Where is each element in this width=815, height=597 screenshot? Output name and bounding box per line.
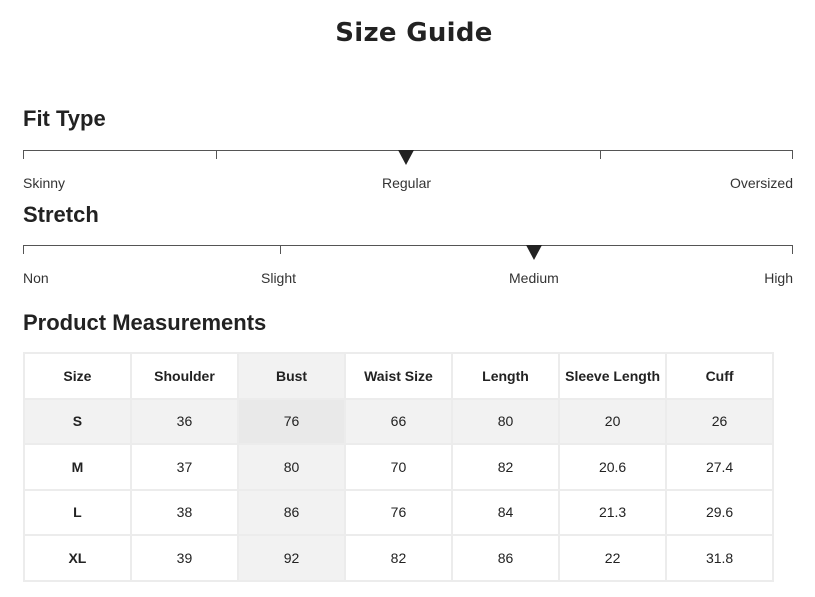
table-row: L 38 86 76 84 21.3 29.6: [23, 488, 774, 536]
table-cell: 20.6: [558, 443, 668, 491]
table-cell: 66: [343, 397, 453, 445]
table-cell: 29.6: [665, 488, 774, 536]
table-header-row: Size Shoulder Bust Waist Size Length Sleeve L…: [23, 352, 774, 400]
scale-tick: [600, 150, 601, 159]
table-cell: 86: [237, 488, 346, 536]
table-cell: 82: [343, 534, 453, 582]
table-row: S 36 76 66 80 20 26: [23, 397, 774, 445]
scale-label: Non: [23, 270, 49, 286]
fit-type-heading: Fit Type: [23, 106, 106, 131]
size-cell: M: [23, 443, 132, 491]
scale-tick: [792, 150, 793, 159]
scale-tick: [216, 150, 217, 159]
table-cell: 84: [450, 488, 561, 536]
stretch-scale: Non Slight Medium High: [23, 245, 793, 286]
column-header: Bust: [237, 352, 346, 400]
table-cell: 27.4: [665, 443, 774, 491]
column-header: Length: [450, 352, 561, 400]
measurements-heading: Product Measurements: [23, 310, 267, 335]
table-cell: 39: [129, 534, 240, 582]
size-cell: S: [23, 397, 132, 445]
scale-tick: [792, 245, 793, 254]
table-cell: 22: [558, 534, 668, 582]
table-cell: 80: [450, 397, 561, 445]
measurements-table: Size Shoulder Bust Waist Size Length Sleeve L…: [23, 352, 774, 582]
table-cell: 20: [558, 397, 668, 445]
scale-label: High: [764, 270, 793, 286]
table-row: XL 39 92 82 86 22 31.8: [23, 534, 774, 582]
table-cell: 21.3: [558, 488, 668, 536]
column-header: Size: [23, 352, 132, 400]
stretch-heading: Stretch: [23, 202, 99, 227]
table-cell: 37: [129, 443, 240, 491]
column-header: Shoulder: [129, 352, 240, 400]
table-cell: 82: [450, 443, 561, 491]
column-header: Waist Size: [343, 352, 453, 400]
page-title: Size Guide: [335, 18, 493, 48]
size-cell: L: [23, 488, 132, 536]
scale-line: [23, 245, 793, 246]
table-cell: 80: [237, 443, 346, 491]
table-cell: 70: [343, 443, 453, 491]
table-cell: 36: [129, 397, 240, 445]
scale-label: Regular: [382, 175, 432, 191]
table-row: M 37 80 70 82 20.6 27.4: [23, 443, 774, 491]
column-header: Sleeve Length: [558, 352, 668, 400]
scale-tick: [23, 150, 24, 159]
size-cell: XL: [23, 534, 132, 582]
fit-type-marker-icon: [397, 150, 414, 165]
table-cell: 76: [237, 397, 346, 445]
scale-tick: [280, 245, 281, 254]
table-cell: 86: [450, 534, 561, 582]
stretch-marker-icon: [525, 245, 542, 260]
table-cell: 92: [237, 534, 346, 582]
scale-label: Skinny: [23, 175, 66, 191]
table-cell: 38: [129, 488, 240, 536]
scale-label: Medium: [509, 270, 559, 286]
table-cell: 31.8: [665, 534, 774, 582]
scale-label: Oversized: [729, 175, 793, 191]
scale-label: Slight: [261, 270, 297, 286]
scale-tick: [23, 245, 24, 254]
fit-type-scale: Skinny Regular Oversized: [23, 150, 793, 191]
column-header: Cuff: [665, 352, 774, 400]
table-cell: 26: [665, 397, 774, 445]
table-cell: 76: [343, 488, 453, 536]
